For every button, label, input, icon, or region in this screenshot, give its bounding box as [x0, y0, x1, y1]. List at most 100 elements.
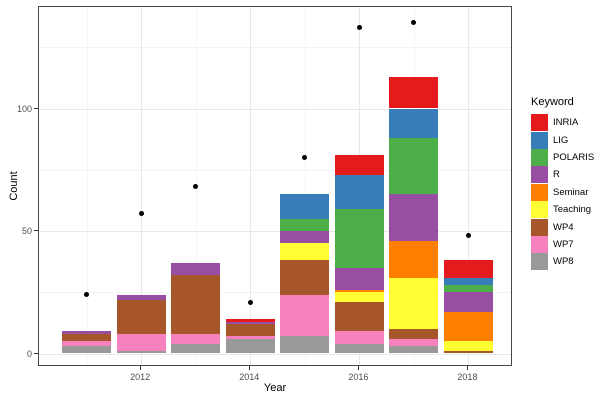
bar-segment-wp4-2016: [334, 302, 384, 332]
legend-key-swatch-wp8: [531, 253, 548, 271]
data-point-2014: [247, 299, 253, 305]
data-point-2016: [356, 25, 362, 31]
bar-segment-wp7-2017: [389, 338, 439, 347]
bar-segment-seminar-2018: [443, 311, 493, 342]
bar-segment-wp8-2013: [171, 343, 221, 354]
bar-segment-teaching-2018: [443, 341, 493, 352]
bar-segment-teaching-2017: [389, 277, 439, 329]
legend-items: INRIA LIG POLARIS R Seminar Teaching WP4 WP7 WP8: [531, 114, 594, 271]
bar-segment-seminar-2017: [389, 240, 439, 278]
legend-item-wp7: WP7: [531, 235, 594, 253]
bar-segment-wp7-2011: [62, 341, 112, 347]
y-tick-mark: [34, 352, 38, 354]
gridline-x-minor: [304, 7, 306, 365]
bar-segment-wp8-2014: [225, 338, 275, 354]
gridline-y-major: [39, 108, 511, 110]
bar-segment-r-2015: [280, 231, 330, 244]
legend-item-wp8: WP8: [531, 253, 594, 271]
y-tick-mark: [34, 107, 38, 109]
bar-segment-r-2011: [62, 331, 112, 334]
bar-segment-lig-2016: [334, 174, 384, 209]
plot-panel: [38, 6, 512, 366]
x-tick-mark: [140, 366, 142, 370]
bar-segment-wp8-2016: [334, 343, 384, 354]
bar-segment-r-2018: [443, 292, 493, 312]
bar-segment-wp4-2014: [225, 324, 275, 337]
data-point-2015: [302, 155, 308, 160]
bar-segment-wp8-2017: [389, 346, 439, 354]
bar-segment-wp8-2011: [62, 346, 112, 354]
data-point-2012: [138, 211, 144, 217]
legend-item-lig: LIG: [531, 131, 594, 149]
bar-segment-wp4-2015: [280, 260, 330, 295]
gridline-y-minor: [39, 47, 511, 49]
x-tick-mark: [249, 366, 251, 370]
legend-label-wp4: WP4: [553, 221, 574, 233]
legend-key-swatch-polaris: [531, 148, 548, 166]
gridline-y-major: [39, 231, 511, 232]
legend-title: Keyword: [531, 96, 574, 108]
y-tick-mark: [34, 230, 38, 231]
data-point-2017: [411, 20, 417, 26]
legend-key-swatch-inria: [531, 114, 548, 132]
bar-segment-teaching-2016: [334, 292, 384, 303]
legend-key-swatch-lig: [531, 131, 548, 149]
data-point-2011: [84, 292, 90, 298]
legend-key-swatch-r: [531, 166, 548, 184]
bar-segment-lig-2015: [280, 194, 330, 219]
legend-key-swatch-wp4: [531, 218, 548, 236]
bar-segment-inria-2014: [225, 319, 275, 322]
bar-segment-wp4-2018: [443, 351, 493, 354]
gridline-y-minor: [39, 169, 511, 171]
y-tick-label: 50: [21, 226, 32, 236]
legend-item-teaching: Teaching: [531, 201, 594, 219]
legend: Keyword INRIA LIG POLARIS R Seminar Teaching W…: [531, 96, 594, 271]
bar-segment-polaris-2015: [280, 218, 330, 231]
legend-label-wp7: WP7: [553, 238, 574, 250]
gridline-y-major: [39, 353, 511, 355]
x-tick-label: 2012: [130, 372, 151, 382]
bar-segment-wp7-2015: [280, 294, 330, 337]
data-point-2018: [465, 233, 471, 239]
x-tick-label: 2016: [348, 372, 369, 382]
gridline-x-major: [250, 7, 252, 365]
bar-segment-wp7-2012: [116, 333, 166, 352]
y-tick-label: 0: [26, 348, 32, 359]
x-tick-mark: [467, 366, 469, 370]
bar-segment-wp7-2016: [334, 331, 384, 344]
bar-segment-teaching-2015: [280, 243, 330, 261]
legend-key-swatch-teaching: [531, 201, 548, 219]
legend-item-polaris: POLARIS: [531, 148, 595, 166]
legend-label-teaching: Teaching: [553, 204, 592, 216]
x-tick-label: 2014: [239, 372, 260, 382]
legend-label-seminar: Seminar: [553, 186, 589, 198]
bar-segment-lig-2017: [389, 108, 439, 138]
legend-item-r: R: [531, 166, 594, 184]
gridline-y-minor: [39, 292, 511, 294]
bar-segment-inria-2018: [443, 260, 493, 278]
bar-segment-r-2014: [225, 321, 275, 325]
bar-segment-r-2013: [171, 262, 221, 276]
bar-segment-polaris-2018: [443, 284, 493, 293]
x-axis-title: Year: [263, 382, 287, 394]
bar-segment-wp4-2013: [171, 275, 221, 334]
bar-segment-r-2012: [116, 294, 166, 300]
legend-item-inria: INRIA: [531, 114, 594, 132]
bar-segment-wp8-2015: [280, 336, 330, 354]
gridline-x-major: [141, 7, 143, 365]
bar-segment-r-2017: [389, 194, 439, 241]
legend-label-r: R: [553, 169, 560, 181]
bar-segment-seminar-2016: [334, 289, 384, 293]
bar-segment-inria-2016: [334, 155, 384, 175]
bar-segment-wp4-2011: [62, 333, 112, 342]
legend-label-polaris: POLARIS: [553, 151, 595, 163]
bar-segment-polaris-2016: [334, 208, 384, 268]
bar-segment-r-2016: [334, 267, 384, 290]
y-axis-title: Count: [8, 171, 20, 201]
legend-item-seminar: Seminar: [531, 183, 594, 201]
bar-segment-wp8-2012: [116, 351, 166, 354]
x-tick-mark: [358, 366, 360, 370]
gridline-x-major: [468, 7, 470, 365]
legend-key-swatch-wp7: [531, 235, 548, 253]
